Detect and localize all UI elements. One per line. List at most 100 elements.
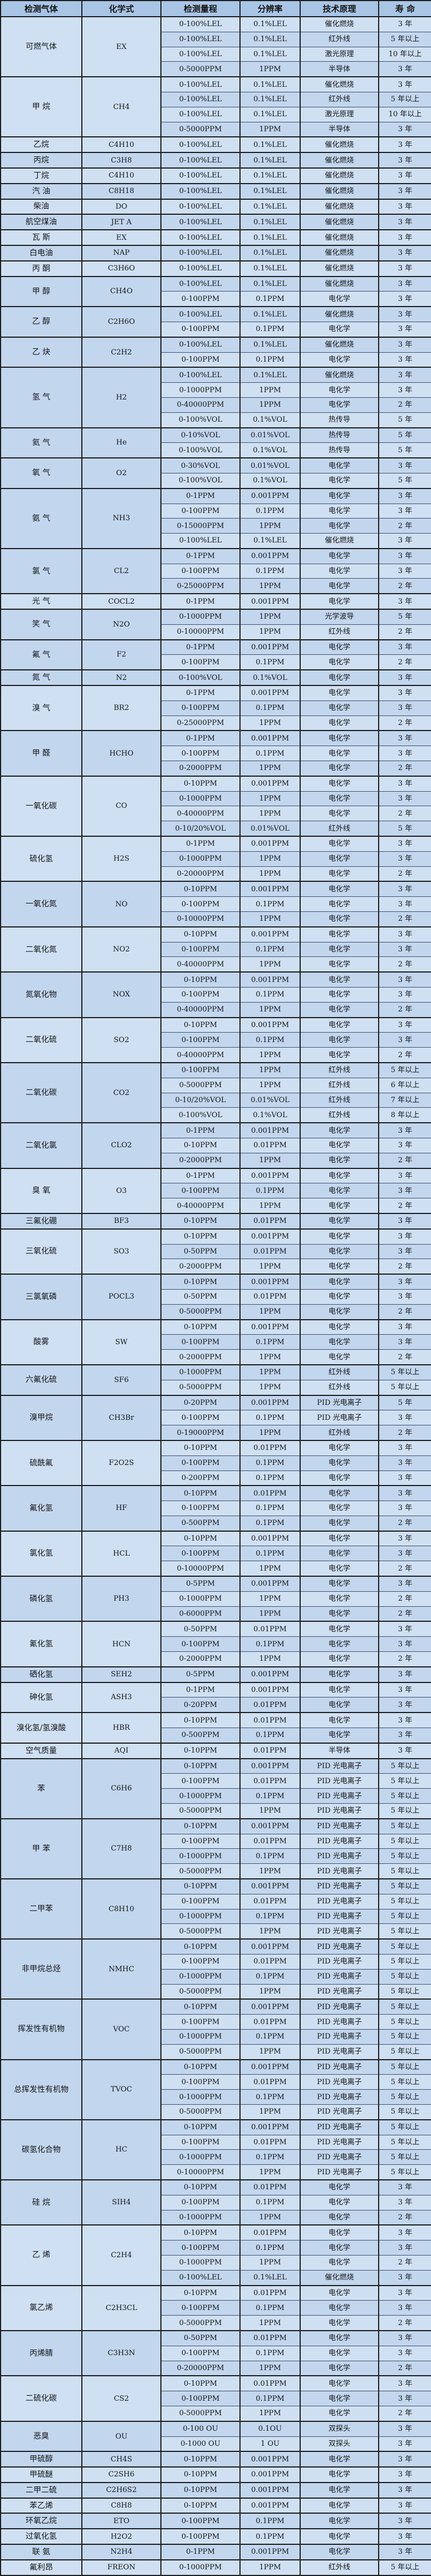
range-cell: 0-5000PPM xyxy=(160,1077,240,1093)
resolution-cell: 0.001PPM xyxy=(239,836,300,852)
resolution-cell: 0.01PPM xyxy=(239,1833,300,1849)
principle-cell: 电化学 xyxy=(300,1047,379,1063)
lifespan-cell: 3 年 xyxy=(378,229,431,245)
resolution-cell: 0.001PPM xyxy=(239,1998,300,2015)
range-cell: 0-40000PPM xyxy=(160,806,240,821)
lifespan-cell: 2 年 xyxy=(378,397,431,413)
gas-name-cell: 航空煤油 xyxy=(0,214,82,230)
principle-cell: 电化学 xyxy=(300,1349,379,1365)
principle-cell: 光学波导 xyxy=(300,609,379,625)
formula-cell: C3H8 xyxy=(81,152,161,168)
table-row: 乙 醇 C2H6O 0-100%LEL 0.1%LEL 催化燃烧 3 年 xyxy=(0,306,431,337)
range-cell: 0-100%LEL xyxy=(160,198,240,215)
lifespan-cell: 10 年以上 xyxy=(378,106,431,122)
resolution-cell: 0.001PPM xyxy=(239,1394,300,1410)
table-row: 0-100PPM 0.1PPM PID 光电离子 3 年 xyxy=(1,1410,431,1425)
column-header-1: 化学式 xyxy=(81,1,161,17)
lifespan-cell: 3 年 xyxy=(378,2194,431,2210)
principle-cell: PID 光电离子 xyxy=(300,2134,379,2150)
lifespan-cell: 5 年以上 xyxy=(378,1923,431,1940)
resolution-cell: 0.1PPM xyxy=(239,746,300,761)
lifespan-cell: 5 年以上 xyxy=(378,1878,431,1894)
gas-name-cell: 二甲苯 xyxy=(0,1878,82,1940)
range-cell: 0-1000PPM xyxy=(160,609,240,625)
range-cell: 0-10PPM xyxy=(160,1818,240,1834)
range-cell: 0-10PPM xyxy=(160,1758,240,1774)
range-cell: 0-1000PPM xyxy=(160,1591,240,1607)
table-row: 0-100PPM 0.1PPM 电化学 3 年 xyxy=(1,321,431,337)
lifespan-cell: 3 年 xyxy=(378,2544,431,2560)
range-cell: 0-5000PPM xyxy=(160,1983,240,2000)
resolution-cell: 1PPM xyxy=(239,806,300,821)
range-cell: 0-200PPM xyxy=(160,1470,240,1486)
formula-cell: C2H6O xyxy=(81,306,161,337)
range-cell: 0-5000PPM xyxy=(160,1863,240,1879)
range-cell: 0-100PPM xyxy=(160,352,240,368)
table-row: 硫酰氟 F2O2S 0-10PPM 0.01PPM 电化学 3 年 xyxy=(0,1439,431,1486)
lifespan-cell: 3 年 xyxy=(378,382,431,398)
range-cell: 0-5000PPM xyxy=(160,2405,240,2421)
range-cell: 0-1000PPM xyxy=(160,851,240,867)
formula-cell: O3 xyxy=(81,1167,161,1213)
gas-name-cell: 甲 醛 xyxy=(0,730,82,776)
resolution-cell: 1PPM xyxy=(239,2405,300,2421)
formula-cell: POCL3 xyxy=(81,1274,161,1320)
lifespan-cell: 3 年 xyxy=(378,533,431,549)
principle-cell: 电化学 xyxy=(300,896,379,912)
principle-cell: 电化学 xyxy=(300,2405,379,2421)
table-row: 0-100PPM 0.1PPM 电化学 3 年 xyxy=(1,1636,431,1652)
principle-cell: 电化学 xyxy=(300,1546,379,1561)
range-cell: 0-1000PPM xyxy=(160,2254,240,2271)
lifespan-cell: 3 年 xyxy=(378,198,431,215)
principle-cell: 电化学 xyxy=(300,1167,379,1183)
principle-cell: 红外线 xyxy=(300,1364,379,1380)
table-row: 0-20PPM 0.01PPM 电化学 3 年 xyxy=(1,1697,431,1713)
lifespan-cell: 3 年 xyxy=(378,152,431,168)
principle-cell: 电化学 xyxy=(300,956,379,973)
lifespan-cell: 3 年 xyxy=(378,1212,431,1229)
gas-name-cell: 二氧化氯 xyxy=(0,1122,82,1168)
table-row: 总挥发性有机物 TVOC 0-10PPM 0.001PPM PID 光电离子 5 年以上 xyxy=(0,2059,431,2120)
table-row: 0-1000PPM 1PPM 电化学 3 年 xyxy=(1,791,431,806)
lifespan-cell: 3 年 xyxy=(378,1485,431,1501)
lifespan-cell: 3 年 xyxy=(378,1137,431,1153)
resolution-cell: 0.1PPM xyxy=(239,1908,300,1924)
range-cell: 0-10PPM xyxy=(160,2224,240,2241)
lifespan-cell: 3 年 xyxy=(378,1016,431,1033)
principle-cell: 电化学 xyxy=(300,1212,379,1229)
formula-cell: C3H3N xyxy=(81,2330,161,2376)
range-cell: 0-100PPM xyxy=(160,1455,240,1470)
range-cell: 0-100%LEL xyxy=(160,106,240,122)
table-row: 0-100PPM 0.1PPM 电化学 3 年 xyxy=(1,987,431,1003)
range-cell: 0-5PPM xyxy=(160,1666,240,1682)
range-cell: 0-10PPM xyxy=(160,2059,240,2075)
principle-cell: 电化学 xyxy=(300,503,379,519)
principle-cell: 催化燃烧 xyxy=(300,214,379,230)
table-row: 丙烯腈 C3H3N 0-50PPM 0.01PPM 电化学 3 年 xyxy=(0,2330,431,2376)
formula-cell: CH4S xyxy=(81,2451,161,2468)
lifespan-cell: 3 年 xyxy=(378,167,431,184)
principle-cell: 电化学 xyxy=(300,836,379,852)
principle-cell: 电化学 xyxy=(300,2209,379,2225)
resolution-cell: 1PPM xyxy=(239,2164,300,2180)
formula-cell: EX xyxy=(81,229,161,245)
range-cell: 0-10/20%VOL xyxy=(160,821,240,837)
lifespan-cell: 3 年 xyxy=(378,61,431,77)
principle-cell: 电化学 xyxy=(300,472,379,488)
lifespan-cell: 3 年 xyxy=(378,1122,431,1138)
formula-cell: NH3 xyxy=(81,487,161,549)
principle-cell: 电化学 xyxy=(300,911,379,927)
resolution-cell: 0.1%LEL xyxy=(239,31,300,47)
formula-cell: OU xyxy=(81,2420,161,2452)
resolution-cell: 0.001PPM xyxy=(239,1878,300,1894)
principle-cell: 催化燃烧 xyxy=(300,275,379,292)
table-row: 丙 酮 C3H6O 0-100%LEL 0.1%LEL 催化燃烧 3 年 xyxy=(0,260,431,277)
principle-cell: 电化学 xyxy=(300,2179,379,2195)
resolution-cell: 0.01PPM xyxy=(239,2014,300,2030)
principle-cell: 红外线 xyxy=(300,91,379,107)
range-cell: 0-2000PPM xyxy=(160,1651,240,1667)
formula-cell: ASH3 xyxy=(81,1681,161,1713)
lifespan-cell: 5 年以上 xyxy=(378,2014,431,2030)
principle-cell: 电化学 xyxy=(300,1455,379,1470)
table-row: 硅 烷 SIH4 0-10PPM 0.01PPM 电化学 3 年 xyxy=(0,2179,431,2225)
